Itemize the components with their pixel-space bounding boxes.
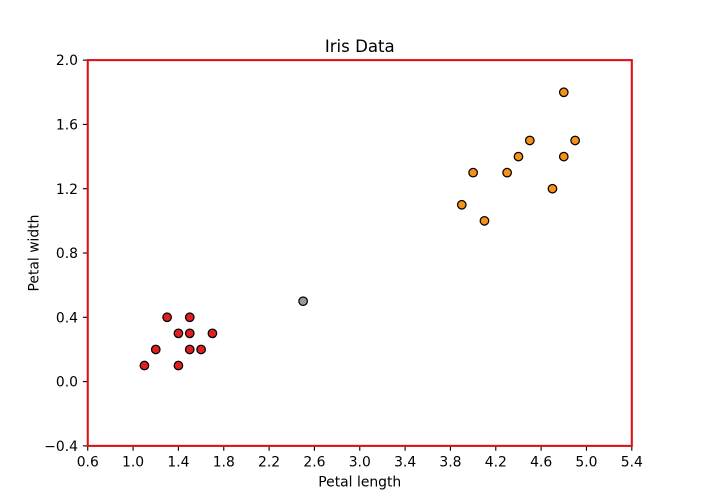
x-tick-label: 5.0	[575, 454, 597, 470]
y-tick-label: 1.6	[56, 117, 78, 133]
x-tick-label: 2.2	[258, 454, 280, 470]
data-point-orange-cluster	[558, 87, 569, 98]
data-point-red-cluster	[150, 344, 161, 355]
scatter-points	[139, 87, 581, 371]
data-point-orange-cluster	[558, 151, 569, 162]
y-tick-label: 0.4	[56, 310, 78, 326]
y-tick-label: 2.0	[56, 53, 78, 69]
data-point-orange-cluster	[547, 183, 558, 194]
x-tick-label: 1.8	[213, 454, 235, 470]
x-tick-label: 5.4	[621, 454, 643, 470]
y-axis: −0.4 0.0 0.4 0.8 1.2 1.6 2.0	[44, 53, 88, 455]
data-point-red-cluster	[173, 360, 184, 371]
data-point-orange-cluster	[479, 215, 490, 226]
data-point-orange-cluster	[524, 135, 535, 146]
data-point-orange-cluster	[570, 135, 581, 146]
x-tick-label: 4.2	[485, 454, 507, 470]
y-tick-label: 0.0	[56, 375, 78, 391]
data-point-orange-cluster	[468, 167, 478, 178]
plot-border	[86, 59, 633, 447]
y-tick-label: 1.2	[56, 182, 78, 198]
x-tick-label: 3.0	[349, 454, 371, 470]
data-point-red-cluster	[184, 312, 195, 323]
data-point-orange-cluster	[456, 199, 467, 210]
x-axis: 0.6 1.0 1.4 1.8 2.2 2.6 3.0 3.4 3.8 4.2 4.6 5.0 5.4	[77, 445, 643, 470]
y-tick-label: 0.8	[56, 246, 78, 262]
x-axis-label: Petal length	[318, 474, 401, 490]
x-tick-label: 2.6	[303, 454, 325, 470]
x-tick-label: 1.0	[122, 454, 144, 470]
x-tick-label: 3.8	[439, 454, 461, 470]
data-point-orange-cluster	[502, 167, 512, 178]
y-axis-label: Petal width	[26, 215, 42, 292]
data-point-gray-point	[298, 296, 308, 307]
data-point-red-cluster	[184, 344, 195, 355]
x-tick-label: 4.6	[530, 454, 552, 470]
x-tick-label: 1.4	[167, 454, 189, 470]
data-point-red-cluster	[173, 328, 184, 339]
x-tick-label: 3.4	[394, 454, 416, 470]
data-point-red-cluster	[184, 328, 195, 339]
data-point-red-cluster	[139, 360, 150, 371]
data-point-red-cluster	[207, 328, 218, 339]
data-point-red-cluster	[162, 312, 172, 323]
data-point-red-cluster	[196, 344, 206, 355]
y-tick-label: −0.4	[44, 439, 78, 455]
x-tick-label: 0.6	[77, 454, 99, 470]
data-point-orange-cluster	[513, 151, 524, 162]
chart-title: Iris Data	[325, 37, 395, 56]
